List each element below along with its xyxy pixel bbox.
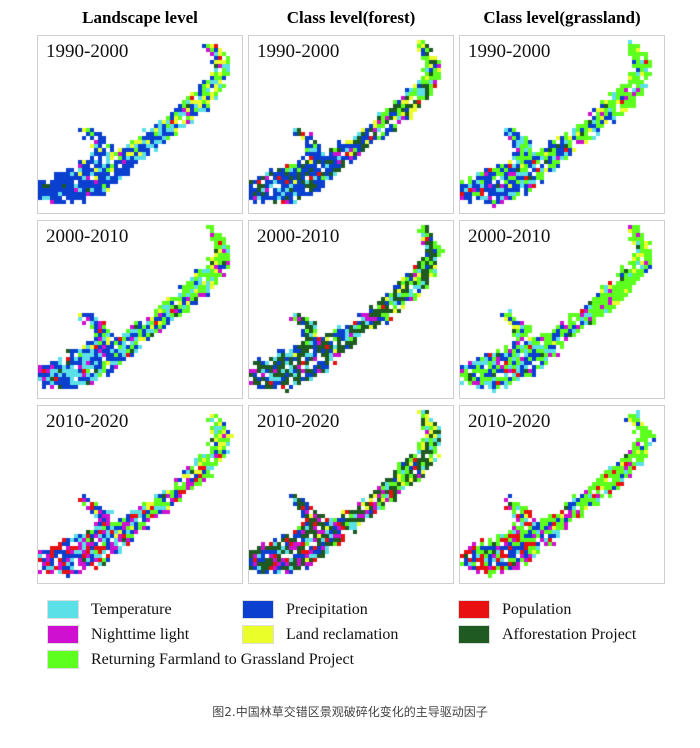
legend-label: Land reclamation [286, 625, 399, 643]
period-label: 1990-2000 [257, 41, 340, 62]
legend-item: Returning Farmland to Grassland Project [47, 650, 354, 669]
legend-label: Precipitation [286, 600, 368, 618]
map-panel: 1990-2000 [459, 35, 665, 214]
legend-item: Temperature [47, 600, 172, 619]
period-label: 2010-2020 [468, 411, 551, 432]
fragmentation-map [460, 36, 664, 213]
map-panel: 2010-2020 [248, 405, 454, 584]
fragmentation-map [249, 406, 453, 583]
fragmentation-map [38, 221, 242, 398]
column-header: Landscape level [82, 8, 198, 27]
legend-label: Nighttime light [91, 625, 190, 643]
legend-item: Land reclamation [242, 625, 398, 644]
fragmentation-map [38, 406, 242, 583]
legend-swatch [47, 600, 79, 619]
period-label: 1990-2000 [468, 41, 551, 62]
legend-swatch [242, 625, 274, 644]
map-panel: 2000-2010 [459, 220, 665, 399]
period-label: 2010-2020 [257, 411, 340, 432]
legend-swatch [458, 600, 490, 619]
period-label: 2000-2010 [46, 226, 129, 247]
legend-label: Population [502, 600, 572, 618]
legend-swatch [242, 600, 274, 619]
fragmentation-map [249, 36, 453, 213]
map-panel: 1990-2000 [37, 35, 243, 214]
map-panel: 2010-2020 [459, 405, 665, 584]
legend-swatch [47, 625, 79, 644]
map-panel: 1990-2000 [248, 35, 454, 214]
period-label: 2000-2010 [257, 226, 340, 247]
legend-item: Afforestation Project [458, 625, 636, 644]
legend-label: Temperature [91, 600, 172, 618]
legend-label: Returning Farmland to Grassland Project [91, 650, 355, 668]
column-header: Class level(grassland) [483, 8, 641, 27]
map-panel: 2000-2010 [37, 220, 243, 399]
legend-item: Precipitation [242, 600, 368, 619]
map-panel: 2010-2020 [37, 405, 243, 584]
legend-swatch [47, 650, 79, 669]
legend-swatch [458, 625, 490, 644]
fragmentation-map [249, 221, 453, 398]
legend-item: Nighttime light [47, 625, 189, 644]
period-label: 2000-2010 [468, 226, 551, 247]
fragmentation-map [460, 221, 664, 398]
figure-caption: 图2.中国林草交错区景观破碎化变化的主导驱动因子 [212, 705, 488, 719]
period-label: 1990-2000 [46, 41, 129, 62]
column-header: Class level(forest) [286, 8, 416, 27]
period-label: 2010-2020 [46, 411, 129, 432]
legend-item: Population [458, 600, 571, 619]
legend-label: Afforestation Project [502, 625, 637, 643]
map-panel: 2000-2010 [248, 220, 454, 399]
fragmentation-map [38, 36, 242, 213]
fragmentation-map [460, 406, 664, 583]
